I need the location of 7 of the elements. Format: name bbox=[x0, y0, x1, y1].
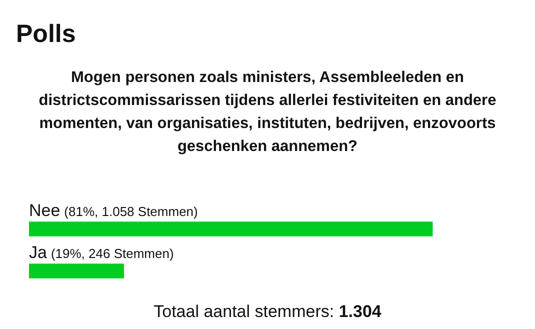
chart-subtitle: Mogen personen zoals ministers, Assembleeleden en districtscommissarissen tijdens allerlei festiviteiten en andere momenten, van organisaties, instituten, bedrijven, enzovoorts geschenken aannemen? bbox=[38, 68, 498, 157]
y-tick-label: Nee bbox=[29, 201, 60, 220]
chart-title: Polls bbox=[16, 20, 76, 49]
data-label: (81%, 1.058 Stemmen) bbox=[64, 204, 198, 219]
text: Totaal aantal stemmers: 1.304 bbox=[154, 302, 382, 321]
data-label: (19%, 246 Stemmen) bbox=[50, 246, 174, 261]
y-tick-label: Ja bbox=[29, 243, 48, 262]
